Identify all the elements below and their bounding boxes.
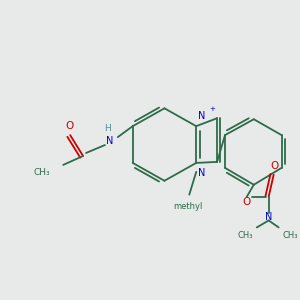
Text: N: N [199, 111, 206, 121]
Text: N: N [106, 136, 114, 146]
Text: O: O [271, 161, 279, 171]
Text: CH₃: CH₃ [34, 168, 50, 177]
Text: N: N [199, 168, 206, 178]
Text: O: O [243, 196, 251, 207]
Text: methyl: methyl [174, 202, 203, 211]
Text: CH₃: CH₃ [283, 231, 298, 240]
Text: O: O [65, 121, 73, 131]
Text: N: N [265, 212, 272, 223]
Text: methyl: methyl [184, 206, 189, 207]
Text: CH₃: CH₃ [237, 231, 253, 240]
Text: +: + [209, 106, 215, 112]
Text: H: H [104, 124, 111, 133]
